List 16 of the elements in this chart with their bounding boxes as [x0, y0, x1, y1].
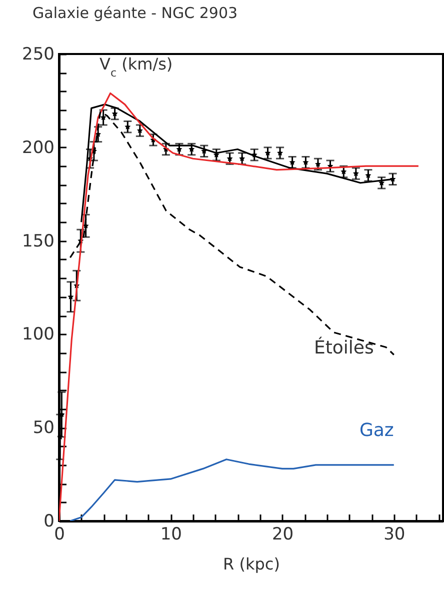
x-tick-label: 10 — [160, 524, 182, 544]
x-tick-label: 20 — [272, 524, 294, 544]
line-series — [69, 458, 395, 521]
x-tick-label: 30 — [384, 524, 406, 544]
x-axis-title: R (kpc) — [223, 554, 280, 574]
line-series — [59, 92, 420, 521]
y-tick-label: 100 — [22, 324, 54, 345]
y-tick-label: 250 — [22, 44, 54, 64]
y-axis-title: V$_{c}$ (km/s) — [100, 54, 173, 79]
chart-title: Galaxie géante - NGC 2903 — [32, 4, 238, 22]
y-tick-label: 50 — [32, 418, 54, 438]
y-tick-label: 0 — [44, 512, 54, 532]
y-tick-label: 200 — [22, 138, 54, 158]
y-tick-label: 150 — [22, 231, 54, 252]
series-label: Gaz — [359, 420, 394, 441]
series-label: Étoiles — [314, 336, 374, 359]
